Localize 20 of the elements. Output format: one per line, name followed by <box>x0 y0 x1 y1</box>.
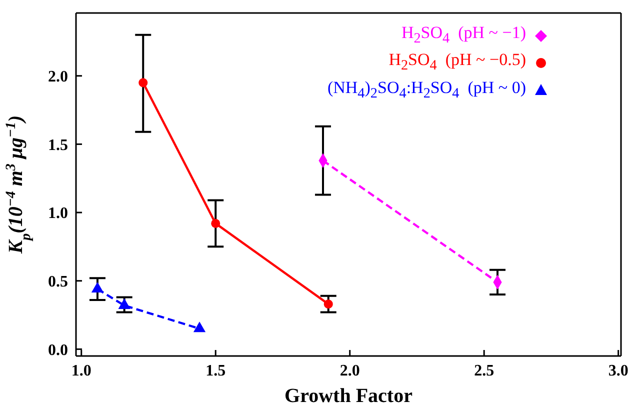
point <box>91 282 104 293</box>
x-tick-label: 1.0 <box>71 362 92 380</box>
text: (NH$_{4}$)$_{2}$SO$_{4}$:H$_{2}$SO$_{4}$ (pH ~ 0) <box>327 78 526 102</box>
legend-label: H$_{2}$SO$_{4}$ (pH ~ −0.5) <box>388 49 526 76</box>
y-tick-label: 1.0 <box>48 205 68 222</box>
x-tick-label: 2.0 <box>340 362 360 380</box>
x-tick-label: 1.5 <box>206 362 226 380</box>
y-tick-label: 0.0 <box>48 342 68 359</box>
point <box>138 78 148 88</box>
x-tick-label: 3.0 <box>608 362 628 380</box>
y-tick-label: 1.5 <box>48 136 68 154</box>
y-tick-label: 2.0 <box>48 68 68 86</box>
point <box>193 322 206 332</box>
y-tick-label: 0.5 <box>48 274 68 291</box>
legend-label: H$_{2}$SO$_{4}$ (pH ~ −1) <box>401 22 526 48</box>
point <box>324 300 333 309</box>
point <box>211 218 220 228</box>
x-tick-label: 2.5 <box>474 362 494 380</box>
x-axis-title: Growth Factor <box>284 385 413 405</box>
point <box>118 298 130 309</box>
